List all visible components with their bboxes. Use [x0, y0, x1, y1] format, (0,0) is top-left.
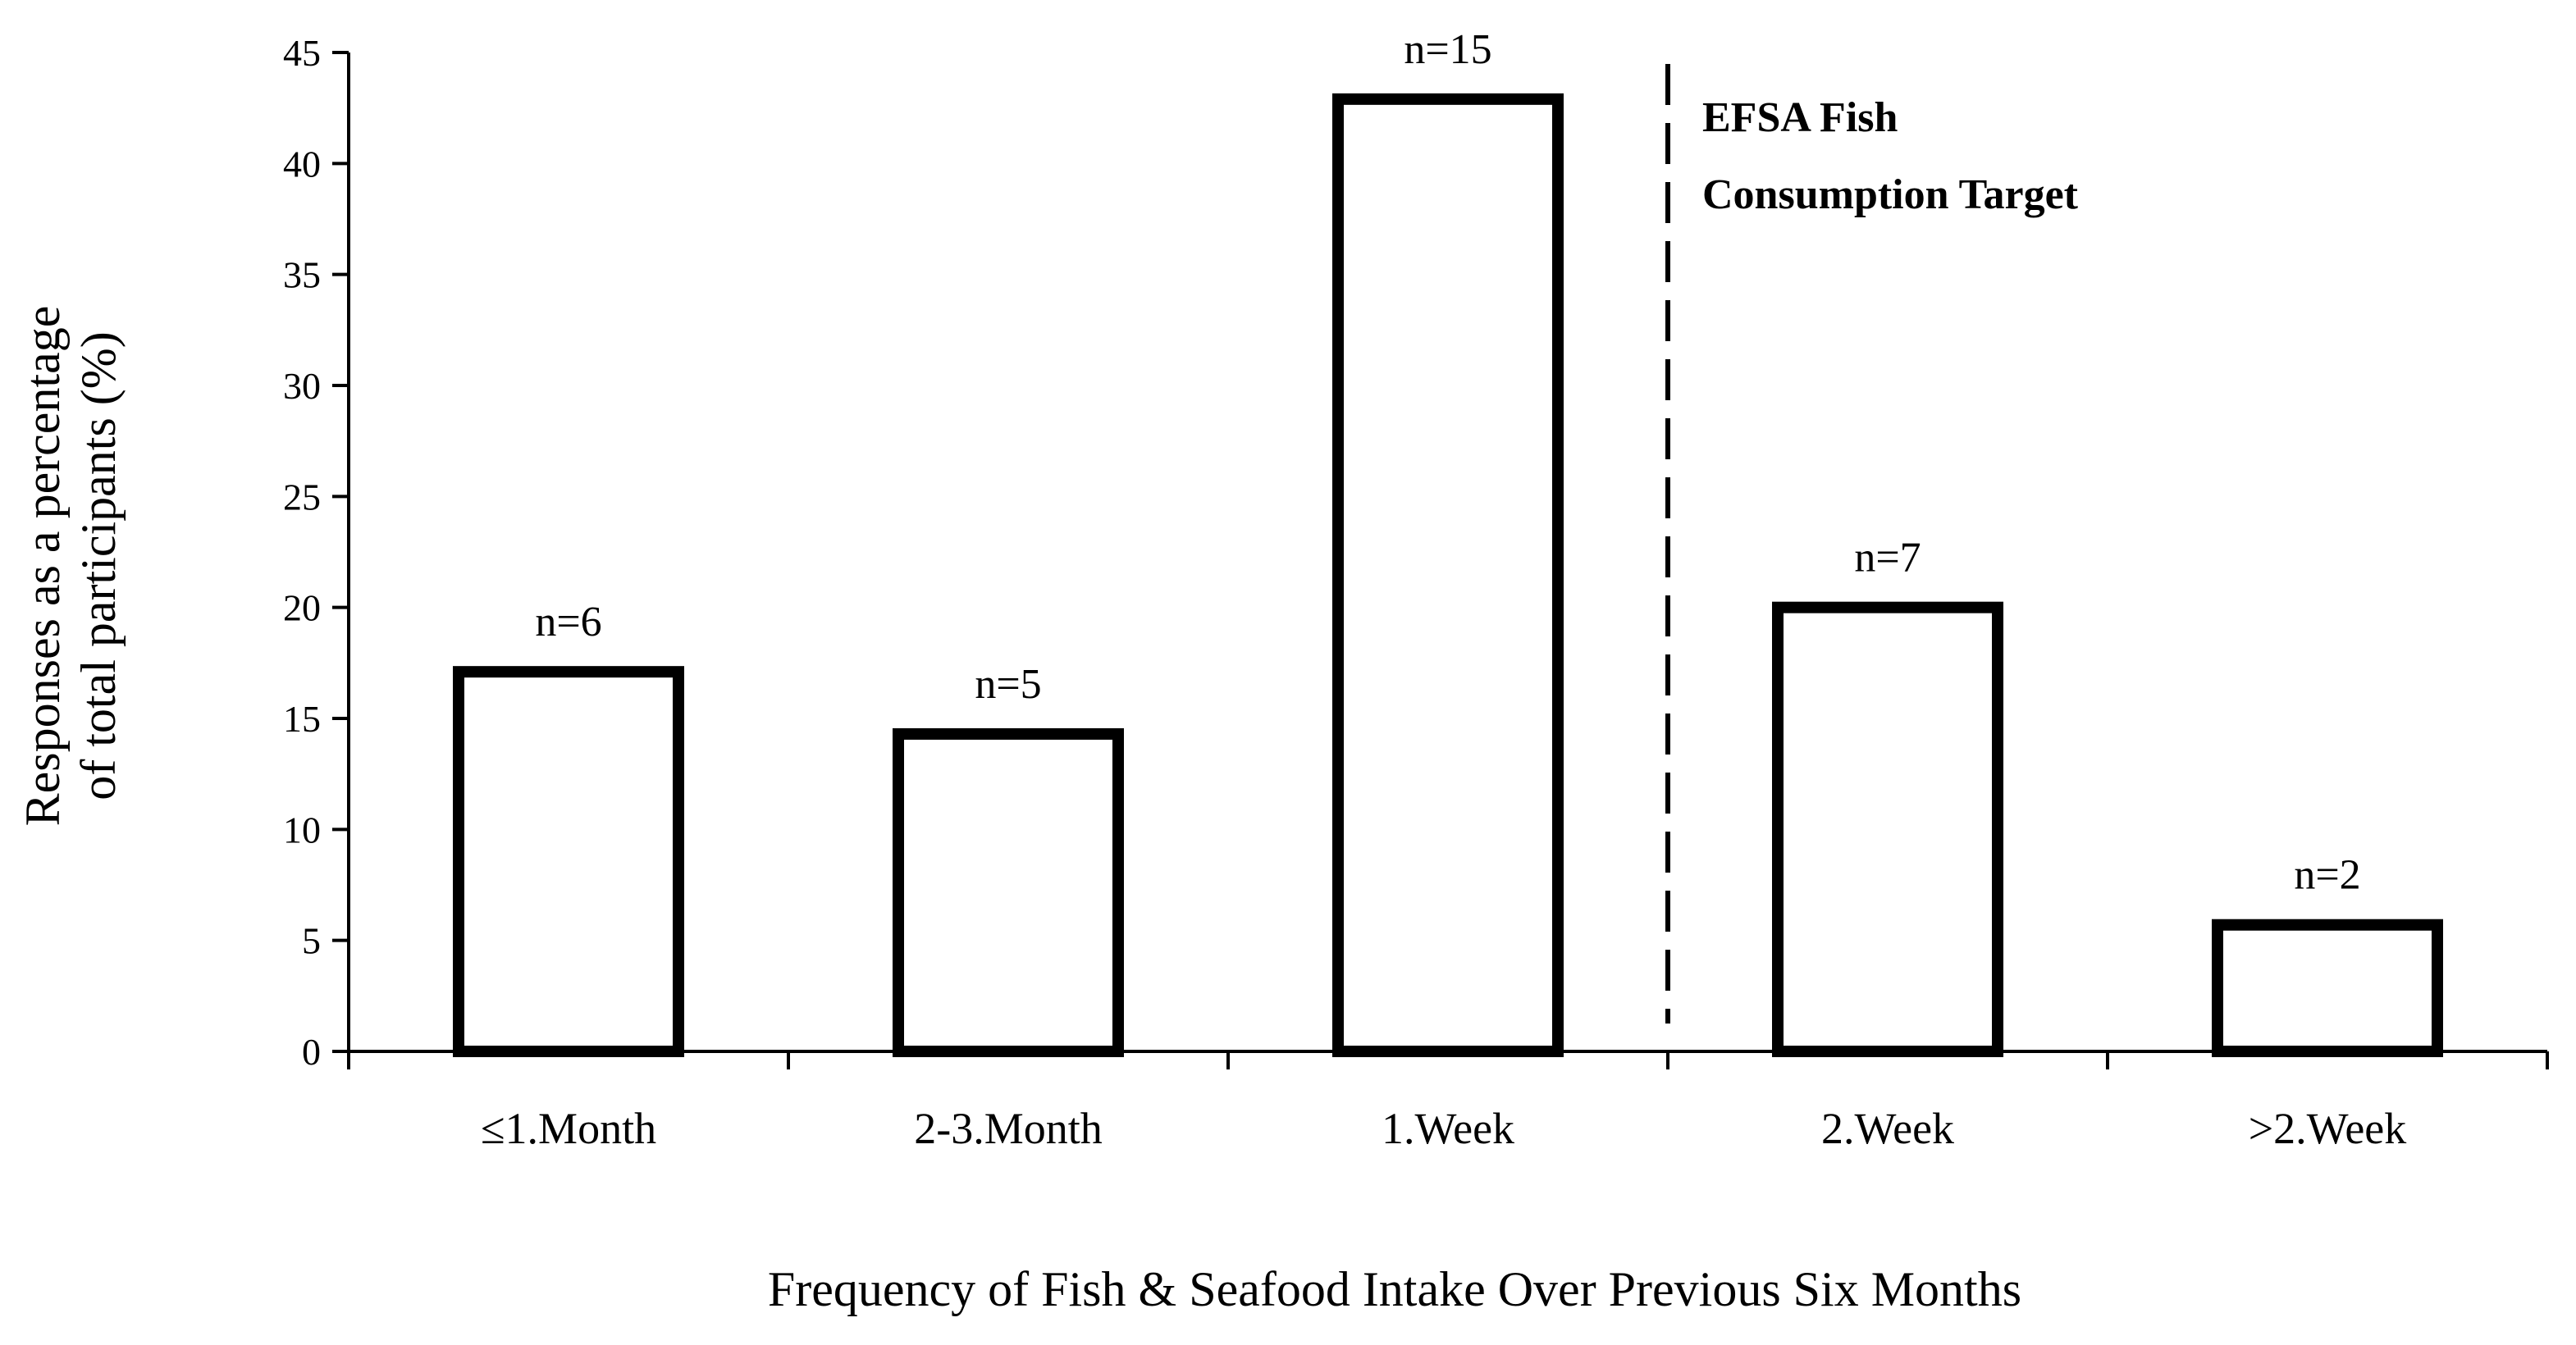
y-tick-label-25: 25	[283, 476, 321, 517]
y-axis-title-line-2: of total participants (%)	[71, 331, 126, 800]
axes: 0 5 10 15 20 25 30 35 40 45	[283, 32, 2549, 1073]
bar-3	[1772, 601, 2003, 1057]
y-axis-title: Responses as a percentage of total parti…	[16, 306, 126, 827]
x-tick-label-4: >2.Week	[2249, 1104, 2407, 1153]
bar-count-label-2: n=15	[1404, 26, 1491, 73]
x-tick-label-0: ≤1.Month	[481, 1104, 656, 1153]
y-tick-label-5: 5	[302, 920, 321, 962]
bar-2	[1332, 93, 1564, 1058]
y-tick-label-45: 45	[283, 32, 321, 74]
y-tick-label-40: 40	[283, 143, 321, 185]
x-tick-label-1: 2-3.Month	[914, 1104, 1103, 1153]
bar-count-label-3: n=7	[1854, 535, 1921, 581]
bar-1	[893, 727, 1124, 1057]
bar-0	[453, 666, 684, 1057]
bars: n=6 ≤1.Month n=5 2-3.Month n=15 1.Week n=7 2.We…	[453, 26, 2443, 1153]
y-tick-label-15: 15	[283, 698, 321, 740]
y-tick-label-10: 10	[283, 809, 321, 850]
efsa-annotation-line-1: EFSA Fish	[1702, 94, 1898, 141]
x-tick-label-3: 2.Week	[1821, 1104, 1954, 1153]
bar-4	[2212, 919, 2443, 1057]
efsa-annotation-line-2: Consumption Target	[1702, 171, 2079, 218]
y-tick-label-30: 30	[283, 365, 321, 407]
bar-count-label-0: n=6	[535, 599, 601, 645]
y-axis-title-line-1: Responses as a percentage	[16, 306, 70, 827]
y-tick-label-20: 20	[283, 587, 321, 629]
bar-count-label-4: n=2	[2294, 852, 2360, 899]
bar-count-label-1: n=5	[975, 661, 1041, 708]
efsa-annotation: EFSA Fish Consumption Target	[1665, 64, 2079, 1024]
x-axis-title: Frequency of Fish & Seafood Intake Over …	[768, 1262, 2021, 1316]
y-tick-label-0: 0	[302, 1031, 321, 1073]
y-tick-label-35: 35	[283, 254, 321, 296]
x-tick-label-2: 1.Week	[1382, 1104, 1514, 1153]
